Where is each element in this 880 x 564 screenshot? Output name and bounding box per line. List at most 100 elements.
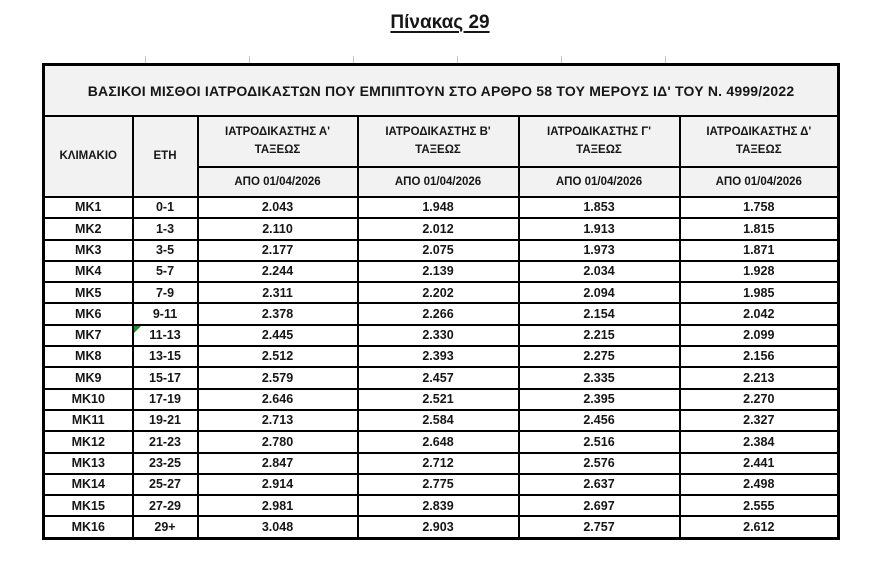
salary-cell: 2.139 <box>356 259 520 284</box>
years-cell: 23-25 <box>131 451 199 475</box>
salary-cell: 2.847 <box>196 451 359 475</box>
salary-cell: 2.445 <box>196 323 359 348</box>
sheet-gridline-stub <box>457 56 458 63</box>
table-row: MK15 27-29 2.981 2.839 2.697 2.555 <box>42 494 840 518</box>
salary-cell: 2.311 <box>196 281 359 305</box>
salary-cell: 2.555 <box>678 494 840 518</box>
table-row: MK3 3-5 2.177 2.075 1.973 1.871 <box>42 238 840 262</box>
salary-cell: 2.757 <box>517 515 681 540</box>
table-row: MK13 23-25 2.847 2.712 2.576 2.441 <box>42 451 840 475</box>
years-cell: 19-21 <box>131 408 199 433</box>
salary-cell: 2.646 <box>196 387 359 411</box>
salary-cell: 1.853 <box>517 195 681 220</box>
salary-cell: 1.948 <box>356 195 520 220</box>
table-row: MK8 13-15 2.512 2.393 2.275 2.156 <box>42 345 840 369</box>
salary-cell: 2.154 <box>517 302 681 326</box>
table-body: MK1 0-1 2.043 1.948 1.853 1.758 MK2 1-3 2.110 2.0… <box>42 195 840 540</box>
table-row: MK6 9-11 2.378 2.266 2.154 2.042 <box>42 302 840 326</box>
salary-cell: 2.012 <box>356 217 520 241</box>
klimakio-cell: MK5 <box>42 281 134 305</box>
col-header-eti: ΕΤΗ <box>131 115 199 198</box>
cell-error-marker <box>134 326 141 333</box>
salary-cell: 2.244 <box>196 259 359 284</box>
col-header-grade-c: ΙΑΤΡΟΔΙΚΑΣΤΗΣ Γ' ΤΑΞΕΩΣ <box>517 115 681 168</box>
salary-cell: 2.094 <box>517 281 681 305</box>
years-cell: 0-1 <box>131 195 199 220</box>
salary-cell: 2.266 <box>356 302 520 326</box>
salary-cell: 2.521 <box>356 387 520 411</box>
col-header-klimakio: ΚΛΙΜΑΚΙΟ <box>42 115 134 198</box>
salary-cell: 2.335 <box>517 366 681 390</box>
salary-cell: 2.914 <box>196 472 359 497</box>
years-cell: 21-23 <box>131 430 199 454</box>
col-subheader-date-b: ΑΠΟ 01/04/2026 <box>356 166 520 198</box>
salary-cell: 2.697 <box>517 494 681 518</box>
salary-cell: 2.456 <box>517 408 681 433</box>
table-row: MK2 1-3 2.110 2.012 1.913 1.815 <box>42 217 840 241</box>
salary-cell: 2.512 <box>196 345 359 369</box>
salary-cell: 2.042 <box>678 302 840 326</box>
years-cell: 13-15 <box>131 345 199 369</box>
salary-cell: 3.048 <box>196 515 359 540</box>
salary-cell: 2.043 <box>196 195 359 220</box>
klimakio-cell: MK13 <box>42 451 134 475</box>
salary-cell: 2.202 <box>356 281 520 305</box>
years-cell: 11-13 <box>131 323 199 348</box>
salary-cell: 1.928 <box>678 259 840 284</box>
years-cell: 5-7 <box>131 259 199 284</box>
salary-cell: 2.075 <box>356 238 520 262</box>
table-row: MK16 29+ 3.048 2.903 2.757 2.612 <box>42 515 840 540</box>
col-header-grade-a: ΙΑΤΡΟΔΙΚΑΣΤΗΣ Α' ΤΑΞΕΩΣ <box>196 115 359 168</box>
sheet-gridline-stub <box>561 56 562 63</box>
salary-cell: 2.156 <box>678 345 840 369</box>
col-header-grade-d: ΙΑΤΡΟΔΙΚΑΣΤΗΣ Δ' ΤΑΞΕΩΣ <box>678 115 840 168</box>
table-row: MK5 7-9 2.311 2.202 2.094 1.985 <box>42 281 840 305</box>
salary-cell: 2.576 <box>517 451 681 475</box>
col-subheader-date-c: ΑΠΟ 01/04/2026 <box>517 166 681 198</box>
klimakio-cell: MK15 <box>42 494 134 518</box>
salary-cell: 2.441 <box>678 451 840 475</box>
salary-table: ΒΑΣΙΚΟΙ ΜΙΣΘΟΙ ΙΑΤΡΟΔΙΚΑΣΤΩΝ ΠΟΥ ΕΜΠΙΠΤΟ… <box>42 63 841 540</box>
klimakio-cell: MK8 <box>42 345 134 369</box>
salary-cell: 1.913 <box>517 217 681 241</box>
col-subheader-date-d: ΑΠΟ 01/04/2026 <box>678 166 840 198</box>
klimakio-cell: MK2 <box>42 217 134 241</box>
table-banner-row: ΒΑΣΙΚΟΙ ΜΙΣΘΟΙ ΙΑΤΡΟΔΙΚΑΣΤΩΝ ΠΟΥ ΕΜΠΙΠΤΟ… <box>42 63 840 117</box>
salary-cell: 2.270 <box>678 387 840 411</box>
salary-cell: 2.981 <box>196 494 359 518</box>
salary-cell: 2.099 <box>678 323 840 348</box>
table-row: MK7 11-13 2.445 2.330 2.215 2.099 <box>42 323 840 348</box>
table-row: MK11 19-21 2.713 2.584 2.456 2.327 <box>42 408 840 433</box>
table-row: MK10 17-19 2.646 2.521 2.395 2.270 <box>42 387 840 411</box>
years-cell: 9-11 <box>131 302 199 326</box>
salary-cell: 2.713 <box>196 408 359 433</box>
sheet-gridline-stub <box>145 56 146 63</box>
salary-cell: 2.384 <box>678 430 840 454</box>
salary-cell: 2.903 <box>356 515 520 540</box>
klimakio-cell: MK11 <box>42 408 134 433</box>
sheet-gridline-stub <box>249 56 250 63</box>
salary-cell: 2.213 <box>678 366 840 390</box>
salary-cell: 2.648 <box>356 430 520 454</box>
klimakio-cell: MK9 <box>42 366 134 390</box>
salary-cell: 2.177 <box>196 238 359 262</box>
salary-cell: 2.584 <box>356 408 520 433</box>
table-row: MK9 15-17 2.579 2.457 2.335 2.213 <box>42 366 840 390</box>
klimakio-cell: MK16 <box>42 515 134 540</box>
sheet-gridline-stub <box>353 56 354 63</box>
table-row: MK14 25-27 2.914 2.775 2.637 2.498 <box>42 472 840 497</box>
salary-cell: 2.393 <box>356 345 520 369</box>
salary-cell: 2.637 <box>517 472 681 497</box>
sheet-gridline-stub <box>665 56 666 63</box>
salary-cell: 2.839 <box>356 494 520 518</box>
salary-cell: 2.579 <box>196 366 359 390</box>
klimakio-cell: MK14 <box>42 472 134 497</box>
klimakio-cell: MK4 <box>42 259 134 284</box>
salary-cell: 2.327 <box>678 408 840 433</box>
salary-cell: 2.780 <box>196 430 359 454</box>
salary-cell: 1.871 <box>678 238 840 262</box>
salary-cell: 2.275 <box>517 345 681 369</box>
salary-cell: 1.985 <box>678 281 840 305</box>
klimakio-cell: MK6 <box>42 302 134 326</box>
